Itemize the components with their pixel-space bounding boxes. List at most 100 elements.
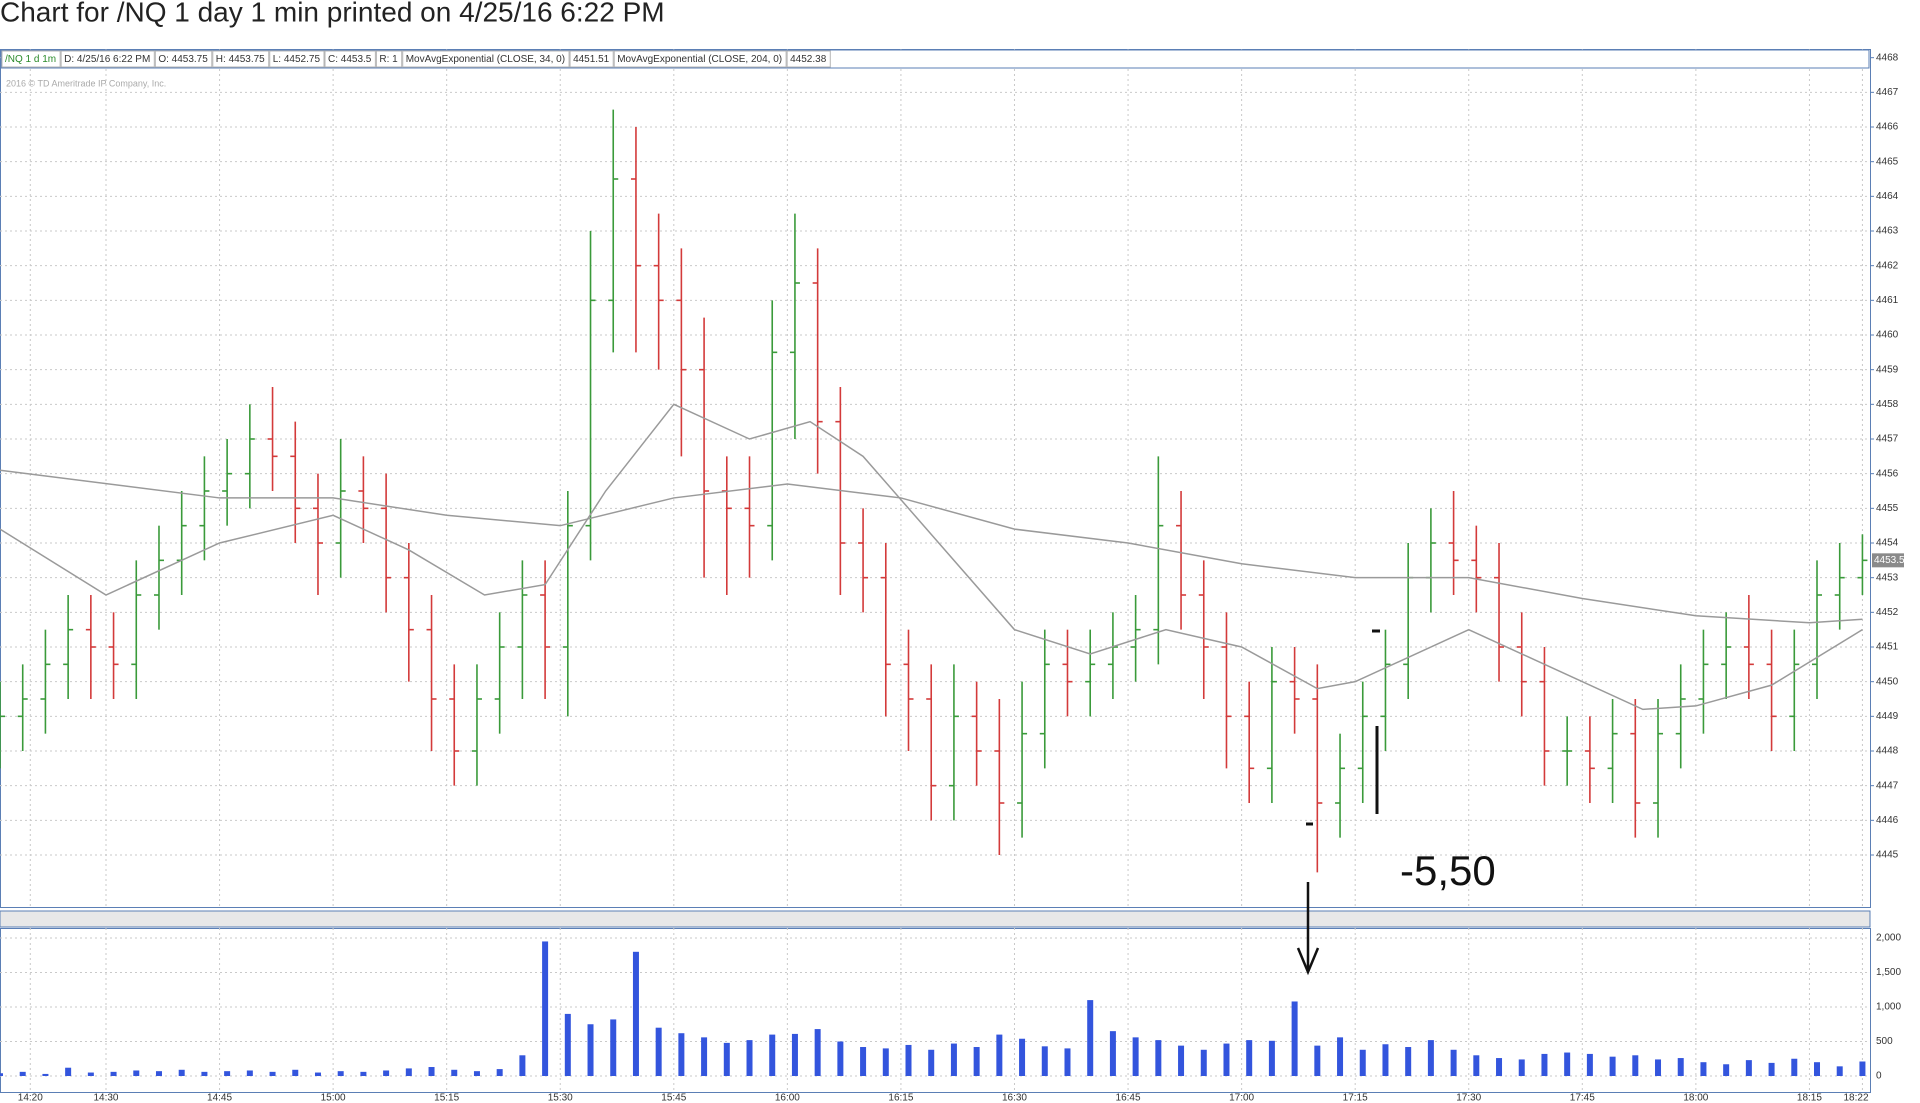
volume-bar xyxy=(1291,1001,1298,1076)
volume-bar xyxy=(587,1024,594,1076)
header-text: O: 4453.75 xyxy=(158,54,208,65)
x-tick-label: 15:45 xyxy=(661,1093,686,1103)
volume-bar xyxy=(1109,1031,1116,1076)
y-tick-label: 4459 xyxy=(1876,364,1899,375)
header-text: H: 4453.75 xyxy=(216,54,265,65)
header-text: D: 4/25/16 6:22 PM xyxy=(64,54,150,65)
volume-bar xyxy=(519,1055,526,1076)
moving-average-line xyxy=(0,403,1863,711)
volume-bar xyxy=(1768,1062,1775,1076)
volume-bar xyxy=(405,1068,412,1076)
x-tick-label: 17:15 xyxy=(1343,1093,1368,1103)
volume-bar xyxy=(1791,1058,1798,1076)
header-cell xyxy=(212,50,270,68)
volume-bar xyxy=(110,1071,117,1076)
volume-bar xyxy=(928,1049,935,1076)
volume-bar xyxy=(224,1071,231,1076)
volume-bar xyxy=(837,1041,844,1076)
volume-bar xyxy=(1246,1040,1253,1076)
x-tick-label: 16:45 xyxy=(1116,1093,1141,1103)
volume-bar xyxy=(178,1069,185,1076)
volume-bar xyxy=(1450,1049,1457,1076)
volume-bar xyxy=(1155,1040,1162,1076)
header-cell xyxy=(1,50,61,68)
grid: 4445 4446 4447 4448 4449 4450 4451 4452 4453 4454… xyxy=(0,49,1901,1103)
moving-average-line xyxy=(0,469,1863,624)
header-text: 4451.51 xyxy=(573,54,610,65)
volume-bar xyxy=(973,1047,980,1076)
marks: 4453.5 xyxy=(0,109,1905,1076)
volume-bar xyxy=(701,1037,708,1076)
volume-bar xyxy=(1041,1046,1048,1076)
volume-bar xyxy=(905,1044,912,1076)
volume-tick-label: 1,000 xyxy=(1876,1002,1901,1013)
y-tick-label: 4468 xyxy=(1876,52,1899,63)
x-tick-label: 14:45 xyxy=(207,1093,232,1103)
volume-bar xyxy=(65,1067,72,1076)
y-tick-label: 4449 xyxy=(1876,711,1899,722)
annotation-text: -5,50 xyxy=(1400,847,1496,894)
volume-bar xyxy=(1087,1000,1094,1076)
x-tick-label: 15:00 xyxy=(321,1093,346,1103)
volume-bar xyxy=(360,1071,367,1076)
volume-bar xyxy=(292,1069,299,1076)
volume-bar xyxy=(1382,1044,1389,1076)
x-tick-label: 14:20 xyxy=(18,1093,43,1103)
y-tick-label: 4458 xyxy=(1876,399,1899,410)
header-text: MovAvgExponential (CLOSE, 204, 0) xyxy=(617,54,782,65)
volume-bar xyxy=(791,1033,798,1076)
volume-bar xyxy=(1200,1049,1207,1076)
volume-bar xyxy=(133,1070,140,1076)
y-tick-label: 4463 xyxy=(1876,226,1899,237)
volume-tick-label: 0 xyxy=(1876,1071,1882,1082)
volume-bar xyxy=(269,1071,276,1076)
header-text: L: 4452.75 xyxy=(273,54,321,65)
volume-bar xyxy=(1745,1060,1752,1076)
volume-bar xyxy=(723,1042,730,1076)
volume-bar xyxy=(473,1071,480,1076)
y-tick-label: 4450 xyxy=(1876,676,1899,687)
volume-bar xyxy=(1223,1043,1230,1076)
volume-bar xyxy=(610,1019,617,1076)
y-tick-label: 4460 xyxy=(1876,330,1899,341)
volume-bar xyxy=(1586,1053,1593,1076)
volume-bar xyxy=(1541,1053,1548,1076)
volume-bar xyxy=(1268,1040,1275,1076)
volume-bar xyxy=(860,1047,867,1076)
y-tick-label: 4448 xyxy=(1876,746,1899,757)
header-text: /NQ 1 d 1m xyxy=(5,54,56,65)
x-tick-label: 17:30 xyxy=(1456,1093,1481,1103)
header-text: 4452.38 xyxy=(790,54,827,65)
volume-bar xyxy=(1518,1059,1525,1076)
volume-bar xyxy=(1427,1040,1434,1076)
header-cell xyxy=(613,50,787,68)
x-tick-label: 14:30 xyxy=(93,1093,118,1103)
volume-bar xyxy=(1019,1038,1026,1076)
y-tick-label: 4467 xyxy=(1876,87,1899,98)
header-cell xyxy=(60,50,155,68)
x-tick-label: 18:15 xyxy=(1797,1093,1822,1103)
x-tick-label: 16:00 xyxy=(775,1093,800,1103)
volume-bar xyxy=(882,1048,889,1076)
volume-bar xyxy=(1564,1052,1571,1076)
volume-bar xyxy=(1859,1061,1866,1076)
volume-bar xyxy=(678,1033,685,1076)
volume-bar xyxy=(564,1013,571,1076)
header-cell xyxy=(786,50,831,68)
volume-bar xyxy=(996,1034,1003,1076)
volume-bar xyxy=(1337,1037,1344,1076)
header-cell xyxy=(154,50,213,68)
x-tick-label: 17:00 xyxy=(1229,1093,1254,1103)
page-title: Chart for /NQ 1 day 1 min printed on 4/2… xyxy=(0,0,665,27)
header-text: C: 4453.5 xyxy=(328,54,372,65)
y-tick-label: 4455 xyxy=(1876,503,1899,514)
x-tick-label: 18:00 xyxy=(1683,1093,1708,1103)
volume-bar xyxy=(246,1070,253,1076)
panel-separator xyxy=(0,910,1871,928)
watermark: 2016 © TD Ameritrade IP Company, Inc. xyxy=(6,78,166,88)
volume-bar xyxy=(1314,1045,1321,1076)
volume-bar xyxy=(1496,1058,1503,1076)
y-tick-label: 4445 xyxy=(1876,850,1899,861)
